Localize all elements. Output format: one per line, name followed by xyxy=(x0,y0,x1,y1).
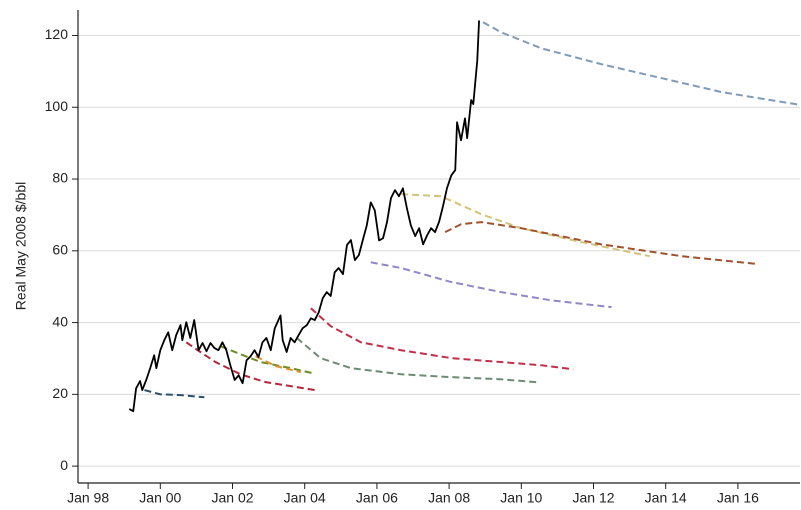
y-axis-label: Real May 2008 $/bbl xyxy=(13,182,29,310)
x-tick-label: Jan 16 xyxy=(717,490,759,506)
y-tick-label: 80 xyxy=(52,170,68,186)
x-tick-label: Jan 98 xyxy=(67,490,109,506)
futures-line xyxy=(482,21,798,106)
y-tick-label: 100 xyxy=(45,98,69,114)
spot-line xyxy=(128,20,480,413)
x-tick-label: Jan 04 xyxy=(284,490,326,506)
x-tick-label: Jan 00 xyxy=(139,490,181,506)
futures-line xyxy=(255,355,301,374)
x-tick-label: Jan 10 xyxy=(500,490,542,506)
y-tick-label: 40 xyxy=(52,313,68,329)
futures-line xyxy=(185,341,315,392)
futures-line xyxy=(370,261,612,309)
futures-line xyxy=(401,193,651,258)
futures-line xyxy=(444,221,759,266)
futures-line xyxy=(144,389,205,399)
x-tick-label: Jan 08 xyxy=(428,490,470,506)
futures-line xyxy=(220,345,313,375)
y-tick-label: 60 xyxy=(52,242,68,258)
futures-line xyxy=(310,307,574,371)
y-tick-label: 0 xyxy=(60,457,68,473)
y-tick-label: 20 xyxy=(52,385,68,401)
y-tick-label: 120 xyxy=(45,26,69,42)
x-tick-label: Jan 02 xyxy=(211,490,253,506)
futures-line xyxy=(296,337,537,384)
x-tick-label: Jan 06 xyxy=(356,490,398,506)
x-tick-label: Jan 12 xyxy=(572,490,614,506)
x-tick-label: Jan 14 xyxy=(645,490,687,506)
